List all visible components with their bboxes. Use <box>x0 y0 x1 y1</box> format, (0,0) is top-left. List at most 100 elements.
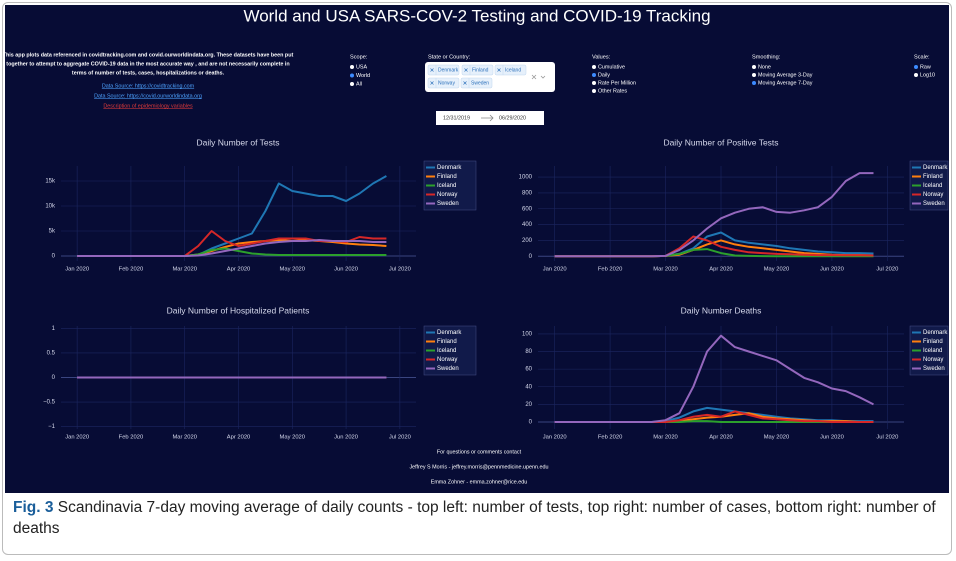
footer-line: For questions or comments contact <box>437 449 522 455</box>
date-end: 06/29/2020 <box>499 115 526 121</box>
y-tick-label: 0 <box>52 375 56 381</box>
radio-label: USA <box>356 64 367 70</box>
clear-icon[interactable] <box>531 74 537 80</box>
link[interactable]: Description of epidemiology variables <box>103 103 193 109</box>
dropdown-arrow[interactable] <box>540 75 546 79</box>
caption: Fig. 3 Scandinavia 7-day moving average … <box>13 497 938 539</box>
radio-button[interactable] <box>752 65 756 69</box>
date-start: 12/31/2019 <box>443 115 470 121</box>
x-tick-label: Mar 2020 <box>172 435 197 441</box>
x-tick-label: Feb 2020 <box>119 267 144 273</box>
radio-button[interactable] <box>592 81 596 85</box>
radio-button[interactable] <box>592 89 596 93</box>
x-tick-label: Jul 2020 <box>389 435 411 441</box>
chart-title: Daily Number of Hospitalized Patients <box>167 305 310 315</box>
chip-remove[interactable] <box>463 81 467 85</box>
legend-label[interactable]: Norway <box>437 357 457 363</box>
x-tick-label: Apr 2020 <box>709 435 733 441</box>
x-tick-label: Jul 2020 <box>876 267 898 273</box>
chip-label: Iceland <box>505 68 521 74</box>
x-tick-label: Mar 2020 <box>653 267 678 273</box>
legend-label[interactable]: Denmark <box>437 165 462 171</box>
y-tick-label: 800 <box>522 190 533 196</box>
chip-remove[interactable] <box>464 68 468 72</box>
chip-label: Finland <box>472 68 489 74</box>
control-label: Values: <box>592 54 611 60</box>
chip-label: Norway <box>438 81 455 87</box>
chip-remove[interactable] <box>430 81 434 85</box>
link[interactable]: Data Source: https://covid.ourworldindat… <box>94 93 202 99</box>
x-tick-label: Jul 2020 <box>876 435 898 441</box>
x-tick-label: Feb 2020 <box>598 435 623 441</box>
legend-label[interactable]: Sweden <box>437 201 459 207</box>
radio-label: None <box>758 64 771 70</box>
x-tick-label: Mar 2020 <box>172 267 197 273</box>
y-tick-label: 10k <box>45 204 56 210</box>
x-tick-label: Feb 2020 <box>119 435 144 441</box>
radio-button[interactable] <box>914 65 918 69</box>
y-tick-label: 0 <box>529 254 533 260</box>
control-label: State or Country: <box>428 54 471 60</box>
legend-label[interactable]: Denmark <box>437 330 462 336</box>
y-tick-label: 100 <box>522 332 533 338</box>
radio-button[interactable] <box>752 81 756 85</box>
radio-label: Moving Average 3-Day <box>758 72 813 78</box>
legend-label[interactable]: Denmark <box>923 330 948 336</box>
x-tick-label: Jun 2020 <box>334 267 358 273</box>
link[interactable]: Data Source: https://covidtracking.com <box>102 83 195 89</box>
legend-label[interactable]: Sweden <box>923 366 945 372</box>
x-tick-label: Apr 2020 <box>227 435 251 441</box>
intro-line: terms of number of tests, cases, hospita… <box>72 70 225 76</box>
control-label: Scale: <box>914 54 930 60</box>
y-tick-label: 5k <box>49 229 56 235</box>
radio-button[interactable] <box>592 73 596 77</box>
legend-label[interactable]: Finland <box>437 339 457 345</box>
legend-label[interactable]: Iceland <box>923 348 942 354</box>
x-tick-label: Jan 2020 <box>65 435 89 441</box>
x-tick-label: Jun 2020 <box>820 267 844 273</box>
x-tick-label: Jul 2020 <box>389 267 411 273</box>
radio-label: Moving Average 7-Day <box>758 80 813 86</box>
legend-label[interactable]: Denmark <box>923 165 948 171</box>
legend-label[interactable]: Norway <box>437 192 457 198</box>
x-tick-label: Jan 2020 <box>543 435 567 441</box>
y-tick-label: −0.5 <box>43 400 56 406</box>
y-tick-label: 600 <box>522 206 533 212</box>
radio-button[interactable] <box>914 73 918 77</box>
legend-label[interactable]: Iceland <box>437 348 456 354</box>
chart-title: Daily Number of Positive Tests <box>663 137 778 147</box>
dashboard: World and USA SARS-COV-2 Testing and COV… <box>3 5 949 493</box>
x-tick-label: Jan 2020 <box>543 267 567 273</box>
legend-label[interactable]: Sweden <box>437 366 459 372</box>
radio-button[interactable] <box>752 73 756 77</box>
y-tick-label: 400 <box>522 222 533 228</box>
x-tick-label: Feb 2020 <box>598 267 623 273</box>
x-tick-label: May 2020 <box>280 267 305 273</box>
intro-line: together to attempt to aggregate COVID-1… <box>6 61 289 67</box>
x-tick-label: Apr 2020 <box>227 267 251 273</box>
legend-label[interactable]: Iceland <box>923 183 942 189</box>
series-line <box>554 172 874 258</box>
radio-button[interactable] <box>350 73 354 78</box>
control-label: Scope: <box>350 54 368 60</box>
legend-label[interactable]: Finland <box>437 174 457 180</box>
y-tick-label: 60 <box>525 367 532 373</box>
x-tick-label: Jun 2020 <box>820 435 844 441</box>
legend-label[interactable]: Sweden <box>923 201 945 207</box>
chip-remove[interactable] <box>430 68 434 72</box>
figure: World and USA SARS-COV-2 Testing and COV… <box>2 2 952 555</box>
legend-label[interactable]: Finland <box>923 174 943 180</box>
x-tick-label: Jan 2020 <box>65 267 89 273</box>
radio-button[interactable] <box>350 65 354 69</box>
legend-label[interactable]: Iceland <box>437 183 456 189</box>
chip-remove[interactable] <box>497 68 501 72</box>
chip-label: Denmark <box>438 68 459 74</box>
radio-button[interactable] <box>592 65 596 69</box>
y-tick-label: −1 <box>48 424 56 430</box>
radio-button[interactable] <box>350 82 354 86</box>
legend-label[interactable]: Finland <box>923 339 943 345</box>
footer-line: Emma Zohner - emma.zohner@rice.edu <box>431 479 528 485</box>
y-tick-label: 40 <box>525 384 532 390</box>
legend-label[interactable]: Norway <box>923 357 943 363</box>
legend-label[interactable]: Norway <box>923 192 943 198</box>
